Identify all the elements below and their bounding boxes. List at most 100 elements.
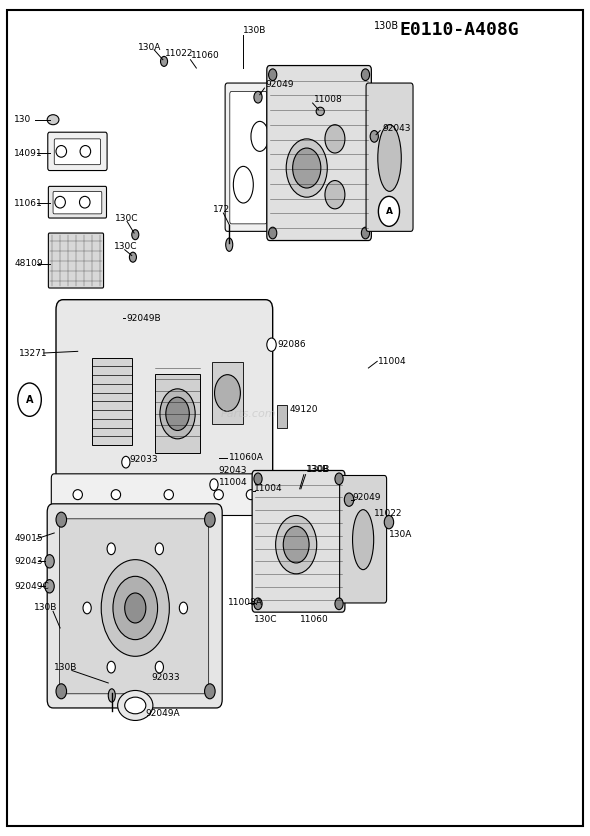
FancyBboxPatch shape	[48, 233, 104, 288]
Text: 130A: 130A	[389, 530, 412, 539]
FancyBboxPatch shape	[340, 476, 386, 603]
Text: 11060A: 11060A	[230, 453, 264, 462]
Text: 130C: 130C	[114, 242, 137, 251]
Bar	[212, 362, 242, 424]
FancyBboxPatch shape	[366, 83, 413, 232]
Ellipse shape	[83, 602, 91, 614]
Ellipse shape	[361, 69, 369, 80]
FancyBboxPatch shape	[56, 299, 273, 499]
Ellipse shape	[233, 166, 253, 203]
Text: 130B: 130B	[306, 465, 329, 474]
Ellipse shape	[353, 510, 373, 569]
FancyBboxPatch shape	[47, 504, 222, 708]
Text: 130C: 130C	[114, 213, 138, 222]
Text: 49120: 49120	[289, 405, 317, 414]
Text: 172: 172	[213, 205, 230, 214]
Text: 11022: 11022	[165, 48, 193, 58]
Text: 11060: 11060	[191, 51, 219, 60]
Text: 92033: 92033	[129, 455, 158, 464]
Ellipse shape	[283, 527, 309, 563]
FancyBboxPatch shape	[48, 132, 107, 171]
FancyBboxPatch shape	[54, 139, 101, 165]
Text: 92049B: 92049B	[126, 314, 160, 323]
Text: 130A: 130A	[137, 43, 161, 52]
Text: 49015: 49015	[14, 534, 43, 543]
Circle shape	[378, 196, 399, 227]
Ellipse shape	[80, 145, 91, 157]
Ellipse shape	[214, 490, 224, 500]
Ellipse shape	[251, 121, 268, 151]
Ellipse shape	[124, 697, 146, 714]
FancyBboxPatch shape	[225, 83, 272, 232]
Ellipse shape	[47, 115, 59, 125]
Text: 11060: 11060	[300, 615, 329, 624]
Text: 11004: 11004	[254, 484, 283, 493]
Text: 11008: 11008	[314, 95, 343, 104]
Ellipse shape	[56, 512, 67, 528]
Ellipse shape	[254, 473, 262, 485]
Text: 92043: 92043	[219, 466, 247, 475]
Ellipse shape	[294, 486, 303, 497]
FancyBboxPatch shape	[267, 65, 371, 241]
Ellipse shape	[205, 684, 215, 699]
Ellipse shape	[155, 661, 163, 673]
Ellipse shape	[286, 139, 327, 197]
Text: 11004: 11004	[219, 478, 247, 487]
Ellipse shape	[73, 490, 83, 500]
Text: 11061: 11061	[14, 198, 43, 207]
Ellipse shape	[335, 473, 343, 485]
Text: 130B: 130B	[54, 664, 78, 672]
Ellipse shape	[276, 516, 317, 573]
Ellipse shape	[345, 493, 354, 507]
Text: A: A	[26, 395, 33, 405]
Ellipse shape	[160, 56, 168, 66]
Bar	[277, 405, 287, 428]
Text: A: A	[385, 206, 392, 216]
FancyBboxPatch shape	[48, 186, 107, 218]
Ellipse shape	[122, 456, 130, 468]
Ellipse shape	[205, 512, 215, 528]
Ellipse shape	[335, 598, 343, 609]
Ellipse shape	[160, 389, 195, 439]
Ellipse shape	[56, 684, 67, 699]
Ellipse shape	[166, 397, 189, 431]
Text: 92033: 92033	[152, 674, 181, 682]
Text: E0110-A408G: E0110-A408G	[399, 21, 519, 38]
Ellipse shape	[132, 230, 139, 240]
Ellipse shape	[113, 576, 158, 640]
FancyBboxPatch shape	[53, 191, 102, 214]
Text: 48109: 48109	[14, 259, 43, 268]
Text: 92049: 92049	[353, 492, 381, 502]
Ellipse shape	[80, 196, 90, 208]
Text: 11004: 11004	[378, 357, 407, 366]
Ellipse shape	[101, 559, 169, 656]
Ellipse shape	[56, 145, 67, 157]
Ellipse shape	[268, 227, 277, 239]
Text: 130B: 130B	[34, 604, 57, 613]
Ellipse shape	[293, 148, 321, 188]
Ellipse shape	[45, 579, 54, 593]
Text: 92049: 92049	[266, 80, 294, 89]
Ellipse shape	[226, 238, 232, 252]
Bar	[155, 375, 201, 453]
Text: 14091: 14091	[14, 149, 43, 157]
Text: 11008A: 11008A	[228, 599, 263, 608]
Text: 130: 130	[14, 115, 31, 125]
Text: 130C: 130C	[254, 615, 277, 624]
Ellipse shape	[117, 691, 153, 721]
FancyBboxPatch shape	[60, 519, 209, 694]
Ellipse shape	[246, 490, 255, 500]
Text: 92043: 92043	[382, 124, 411, 133]
Circle shape	[18, 383, 41, 416]
Ellipse shape	[384, 516, 394, 529]
Ellipse shape	[111, 490, 120, 500]
Text: Parts.com: Parts.com	[220, 409, 276, 419]
Ellipse shape	[164, 490, 173, 500]
Ellipse shape	[45, 554, 54, 568]
Bar	[92, 358, 132, 445]
Ellipse shape	[254, 91, 262, 103]
Ellipse shape	[108, 689, 115, 702]
Text: 130B: 130B	[374, 21, 399, 31]
Ellipse shape	[325, 181, 345, 209]
Ellipse shape	[97, 306, 123, 329]
